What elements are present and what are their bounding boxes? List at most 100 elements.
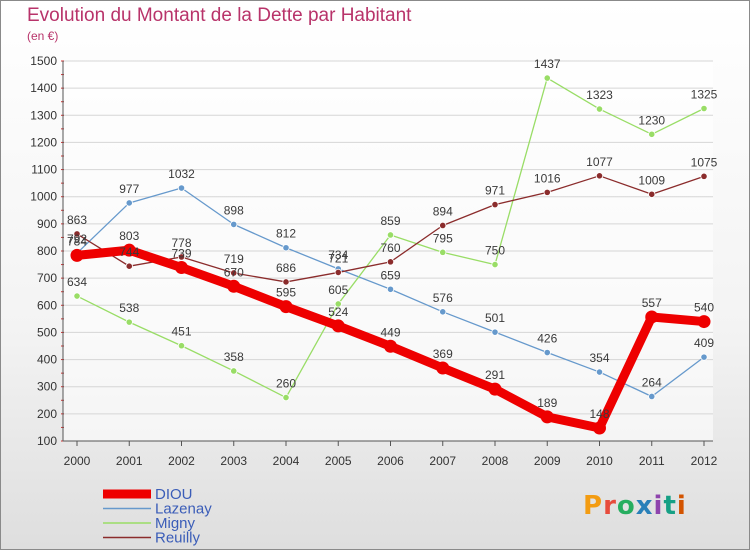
data-point-diou — [488, 382, 502, 396]
data-point-diou — [279, 300, 293, 314]
data-point-migny — [177, 342, 186, 350]
x-tick-label: 2012 — [691, 454, 718, 468]
data-point-migny — [439, 248, 447, 256]
data-point-reuilly — [648, 190, 656, 198]
data-point-diou — [70, 248, 84, 262]
x-tick-label: 2007 — [429, 454, 456, 468]
data-label-reuilly: 778 — [171, 236, 191, 250]
data-label-lazenay: 734 — [328, 248, 348, 262]
data-point-migny — [700, 104, 708, 113]
data-point-migny — [648, 130, 656, 138]
data-label-lazenay: 501 — [485, 311, 505, 325]
y-tick-label: 1200 — [30, 135, 57, 149]
data-label-migny: 859 — [380, 214, 400, 228]
logo-letter: i — [676, 491, 687, 521]
data-point-migny — [230, 367, 238, 375]
data-point-migny — [282, 393, 290, 402]
x-tick-label: 2008 — [482, 454, 509, 468]
data-point-reuilly — [386, 258, 395, 266]
y-tick-label: 1000 — [30, 190, 57, 204]
data-label-diou: 803 — [119, 229, 139, 243]
logo-letter: i — [653, 491, 664, 521]
data-point-lazenay — [125, 199, 133, 207]
data-label-lazenay: 659 — [380, 268, 400, 282]
data-label-reuilly: 863 — [67, 213, 87, 227]
legend-label-lazenay: Lazenay — [155, 501, 212, 518]
data-point-migny — [334, 300, 342, 308]
data-label-reuilly: 1009 — [638, 173, 665, 187]
data-point-migny — [595, 105, 604, 113]
data-label-migny: 634 — [67, 275, 87, 289]
data-label-lazenay: 426 — [537, 332, 557, 346]
data-label-diou: 557 — [642, 296, 662, 310]
data-label-migny: 605 — [328, 283, 348, 297]
data-label-migny: 1325 — [691, 88, 718, 102]
axes — [61, 60, 713, 446]
x-tick-label: 2000 — [64, 454, 91, 468]
data-label-reuilly: 894 — [433, 204, 453, 218]
data-point-lazenay — [439, 308, 447, 316]
data-labels: 784 803 739 670 595 524 449 369 291 189 148 557 540 7… — [67, 57, 718, 421]
x-tick-label: 2006 — [377, 454, 404, 468]
gridlines — [63, 60, 713, 442]
chart-unit: (en €) — [27, 29, 59, 43]
data-point-diou — [436, 361, 450, 375]
data-label-reuilly: 1075 — [691, 155, 718, 169]
data-label-migny: 358 — [224, 350, 244, 364]
data-label-diou: 595 — [276, 286, 296, 300]
data-label-diou: 524 — [328, 305, 348, 319]
y-tick-label: 300 — [37, 380, 57, 394]
data-point-lazenay — [386, 285, 395, 293]
data-label-diou: 739 — [171, 247, 191, 261]
data-point-diou — [593, 421, 606, 435]
data-point-lazenay — [648, 392, 656, 401]
data-point-reuilly — [439, 221, 447, 230]
data-point-reuilly — [595, 172, 604, 180]
data-label-reuilly: 1077 — [586, 155, 613, 169]
data-label-lazenay: 409 — [694, 336, 714, 350]
x-tick-label: 2005 — [325, 454, 352, 468]
y-tick-label: 700 — [37, 271, 57, 285]
x-tick-label: 2010 — [586, 454, 613, 468]
data-point-migny — [491, 260, 499, 269]
x-tick-label: 2002 — [168, 454, 195, 468]
data-label-lazenay: 792 — [67, 232, 87, 246]
data-label-lazenay: 264 — [642, 375, 662, 389]
data-label-reuilly: 971 — [485, 184, 505, 198]
data-point-diou — [540, 410, 554, 424]
x-tick-label: 2009 — [534, 454, 561, 468]
y-tick-label: 400 — [37, 353, 57, 367]
y-tick-labels: 100 200 300 400 500 600 700 800 900 1000 1100 1200 1… — [30, 54, 57, 448]
data-point-lazenay — [282, 244, 290, 252]
data-label-reuilly: 1016 — [534, 171, 561, 185]
logo-letter: t — [663, 491, 677, 521]
legend-label-migny: Migny — [155, 515, 196, 532]
y-tick-label: 500 — [37, 325, 57, 339]
data-label-diou: 449 — [380, 325, 400, 339]
data-point-migny — [386, 231, 395, 239]
data-point-diou — [384, 339, 397, 353]
data-point-migny — [543, 74, 551, 82]
data-label-migny: 538 — [119, 301, 139, 315]
chart-title: Evolution du Montant de la Dette par Hab… — [27, 5, 412, 26]
data-point-reuilly — [177, 253, 186, 261]
data-label-lazenay: 1032 — [168, 167, 195, 181]
data-point-lazenay — [230, 220, 238, 228]
data-point-reuilly — [543, 188, 551, 196]
data-point-migny — [125, 318, 133, 326]
data-label-lazenay: 898 — [224, 203, 244, 217]
data-point-migny — [73, 292, 81, 300]
data-label-lazenay: 576 — [433, 291, 453, 305]
data-point-reuilly — [282, 278, 290, 286]
data-label-migny: 1437 — [534, 57, 561, 71]
data-label-diou: 148 — [589, 407, 609, 421]
x-tick-label: 2011 — [639, 454, 665, 468]
data-label-diou: 189 — [537, 396, 557, 410]
data-label-diou: 670 — [224, 265, 244, 279]
y-tick-label: 1100 — [31, 163, 57, 177]
logo-letter: x — [635, 491, 654, 521]
data-label-diou: 540 — [694, 301, 714, 315]
data-point-lazenay — [700, 353, 708, 361]
